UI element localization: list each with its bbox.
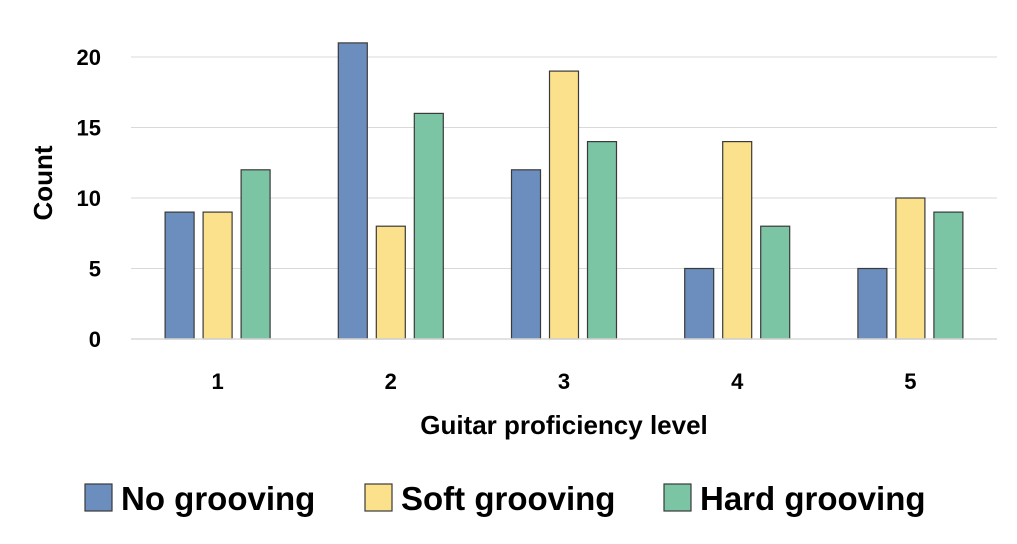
bar-soft-grooving-3: [548, 70, 580, 340]
bar-no-grooving-2: [337, 42, 368, 340]
bar-hard-grooving-5: [933, 211, 964, 340]
bar-hard-grooving-4: [760, 225, 791, 340]
legend: No grooving Soft grooving Hard grooving: [84, 480, 926, 517]
y-axis-title: Count: [28, 145, 58, 220]
bar-hard-grooving-1: [240, 169, 271, 340]
x-tick-label: 5: [904, 369, 916, 394]
y-tick-labels: 0 5 10 15 20: [77, 45, 101, 352]
bar-no-grooving-3: [510, 169, 542, 340]
bar-hard-grooving-3: [586, 141, 618, 340]
x-axis-title: Guitar proficiency level: [420, 410, 708, 440]
bar-no-grooving-5: [857, 267, 888, 340]
x-tick-labels: 1 2 3 4 5: [211, 369, 916, 394]
legend-swatch-hard-grooving: [663, 483, 692, 512]
y-tick-label: 10: [77, 186, 101, 211]
x-tick-label: 3: [558, 369, 570, 394]
legend-label-soft-grooving: Soft grooving: [401, 480, 615, 517]
bar-no-grooving-1: [164, 211, 195, 340]
y-tick-label: 5: [89, 257, 101, 282]
legend-swatch-no-grooving: [84, 483, 113, 512]
y-tick-label: 20: [77, 45, 101, 70]
bar-soft-grooving-5: [895, 197, 926, 340]
bars: [164, 42, 964, 340]
x-tick-label: 2: [385, 369, 397, 394]
y-tick-label: 0: [89, 327, 101, 352]
bar-soft-grooving-1: [202, 211, 233, 340]
legend-label-no-grooving: No grooving: [121, 480, 315, 517]
x-tick-label: 4: [731, 369, 744, 394]
y-tick-label: 15: [77, 116, 101, 141]
legend-label-hard-grooving: Hard grooving: [700, 480, 926, 517]
legend-swatch-soft-grooving: [364, 483, 393, 512]
bar-soft-grooving-2: [375, 225, 406, 340]
bar-soft-grooving-4: [722, 141, 753, 340]
bar-no-grooving-4: [684, 267, 715, 340]
bar-hard-grooving-2: [413, 112, 444, 340]
x-tick-label: 1: [211, 369, 223, 394]
